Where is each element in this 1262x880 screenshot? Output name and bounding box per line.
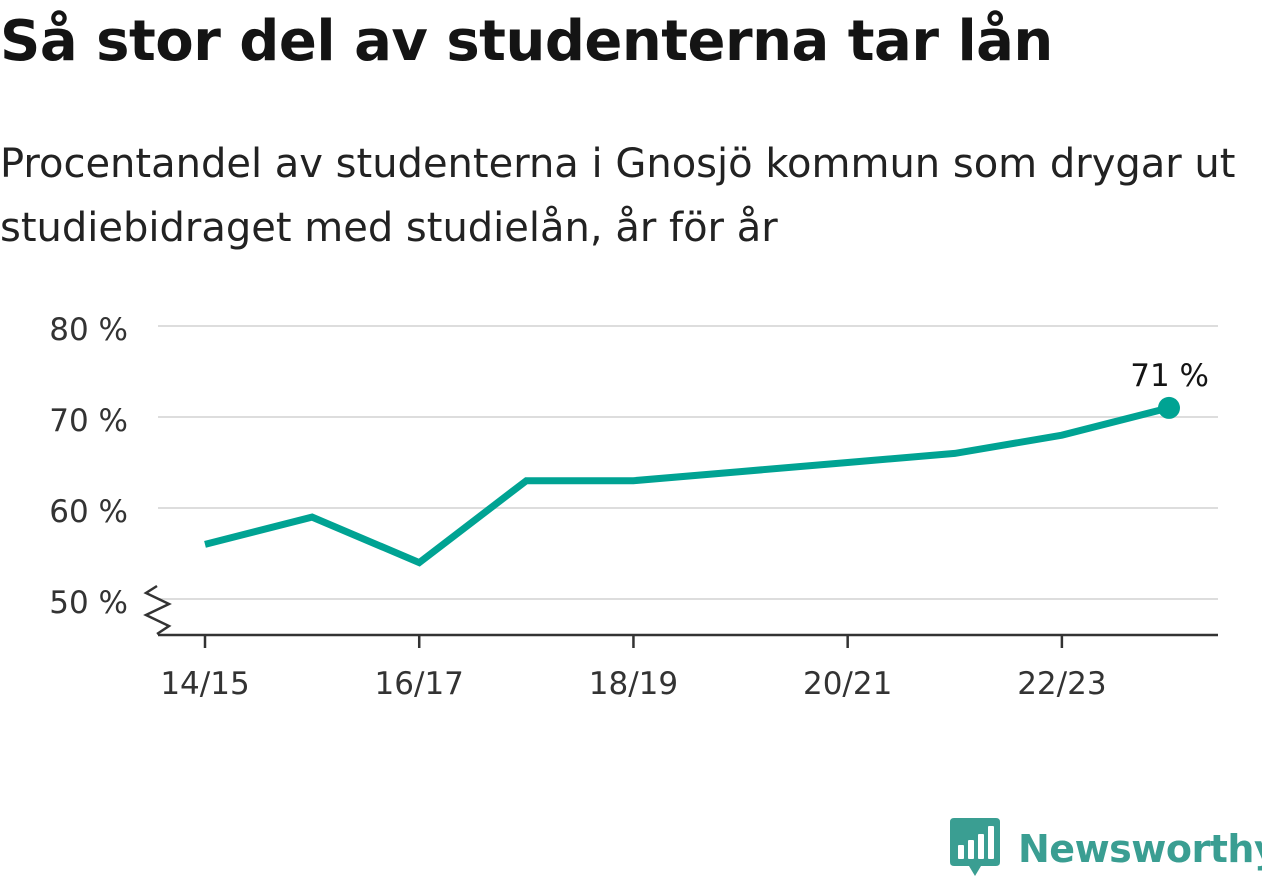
y-tick-label: 50 % — [49, 585, 128, 621]
x-tick-label: 20/21 — [803, 666, 892, 702]
series-line — [204, 404, 1170, 567]
axis-break-icon — [143, 584, 172, 636]
chart-subtitle: Procentandel av studenterna i Gnosjö kom… — [0, 141, 1236, 251]
x-tick-label: 22/23 — [1017, 666, 1106, 702]
x-tick-label: 14/15 — [160, 666, 249, 702]
chart-title: Så stor del av studenterna tar lån — [0, 9, 1053, 74]
newsworthy-logo-icon — [950, 818, 1000, 876]
y-tick-label: 60 % — [49, 494, 128, 530]
x-tick-label: 16/17 — [375, 666, 464, 702]
y-tick-label: 80 % — [49, 312, 128, 348]
brand-logo: Newsworthy — [950, 818, 1262, 880]
y-tick-label: 70 % — [49, 403, 128, 439]
x-tick-label: 18/19 — [589, 666, 678, 702]
end-point-marker — [1158, 396, 1180, 419]
end-value-label: 71 % — [1130, 358, 1209, 394]
brand-name: Newsworthy — [1018, 827, 1262, 871]
